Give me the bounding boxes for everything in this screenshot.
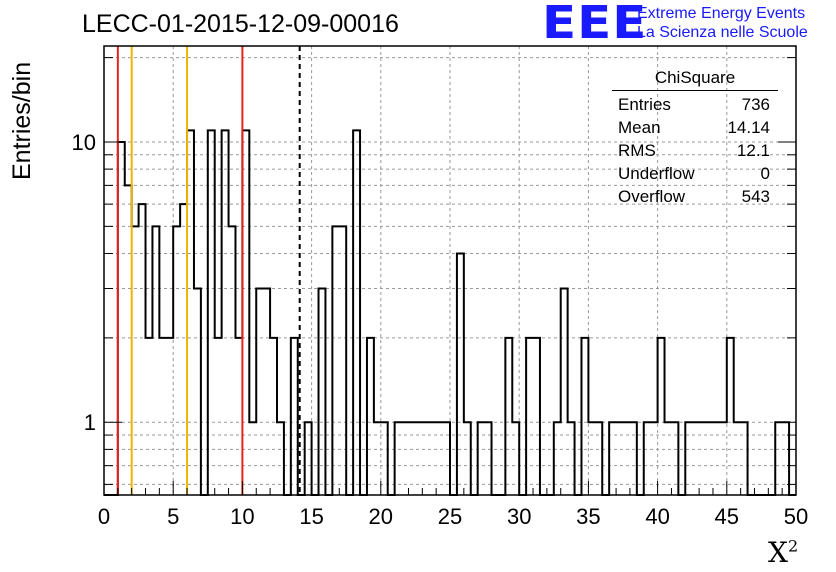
y-tick-labels: 1 10 bbox=[72, 130, 96, 435]
stats-value: 14.14 bbox=[727, 118, 770, 137]
y-axis-label: Entries/bin bbox=[8, 61, 36, 180]
stats-title: ChiSquare bbox=[612, 68, 778, 91]
stats-value: 736 bbox=[741, 95, 770, 114]
x-tick-label: 40 bbox=[645, 504, 669, 529]
x-tick-label: 20 bbox=[369, 504, 393, 529]
stats-row-overflow: Overflow 543 bbox=[612, 185, 778, 208]
axes-frame bbox=[103, 45, 797, 496]
x-tick-label: 30 bbox=[507, 504, 531, 529]
x-tick-label: 10 bbox=[230, 504, 254, 529]
stats-label: RMS bbox=[618, 141, 656, 160]
stats-label: Underflow bbox=[618, 164, 695, 183]
stats-value: 0 bbox=[760, 164, 770, 183]
y-tick-label: 1 bbox=[84, 410, 96, 435]
x-axis-label: X2 bbox=[768, 536, 798, 569]
y-tick-label: 10 bbox=[72, 130, 96, 155]
chart-title: LECC-01-2015-12-09-00016 bbox=[82, 10, 399, 38]
logo-line-2: La Scienza nelle Scuole bbox=[637, 24, 808, 41]
x-axis-label-superscript: 2 bbox=[787, 536, 799, 556]
reference-lines bbox=[116, 46, 301, 495]
x-axis-label-text: X bbox=[768, 536, 788, 569]
stats-box: ChiSquare Entries 736 Mean 14.14 RMS 12.1 U… bbox=[612, 68, 778, 208]
x-tick-label: 15 bbox=[299, 504, 323, 529]
stats-value: 543 bbox=[741, 187, 770, 206]
x-tick-label: 35 bbox=[576, 504, 600, 529]
x-tick-label: 0 bbox=[98, 504, 110, 529]
logo-line-1: Extreme Energy Events bbox=[637, 5, 806, 22]
x-tick-label: 25 bbox=[438, 504, 462, 529]
stats-value: 12.1 bbox=[736, 141, 770, 160]
x-tick-labels: 0 5 10 15 20 25 30 35 40 45 50 bbox=[98, 504, 808, 529]
x-tick-label: 5 bbox=[167, 504, 179, 529]
stats-label: Overflow bbox=[618, 187, 686, 206]
stats-row-mean: Mean 14.14 bbox=[612, 116, 778, 139]
x-tick-label: 45 bbox=[715, 504, 739, 529]
histogram-bins bbox=[104, 129, 796, 496]
x-tick-label: 50 bbox=[784, 504, 808, 529]
stats-row-entries: Entries 736 bbox=[612, 93, 778, 116]
stats-label: Entries bbox=[618, 95, 671, 114]
stats-row-rms: RMS 12.1 bbox=[612, 139, 778, 162]
y-axis-label-wrap: Entries/bin bbox=[8, 62, 38, 220]
stats-row-underflow: Underflow 0 bbox=[612, 162, 778, 185]
eee-logo: EEE bbox=[542, 0, 648, 49]
histogram-outline bbox=[104, 129, 796, 496]
stats-label: Mean bbox=[618, 118, 661, 137]
